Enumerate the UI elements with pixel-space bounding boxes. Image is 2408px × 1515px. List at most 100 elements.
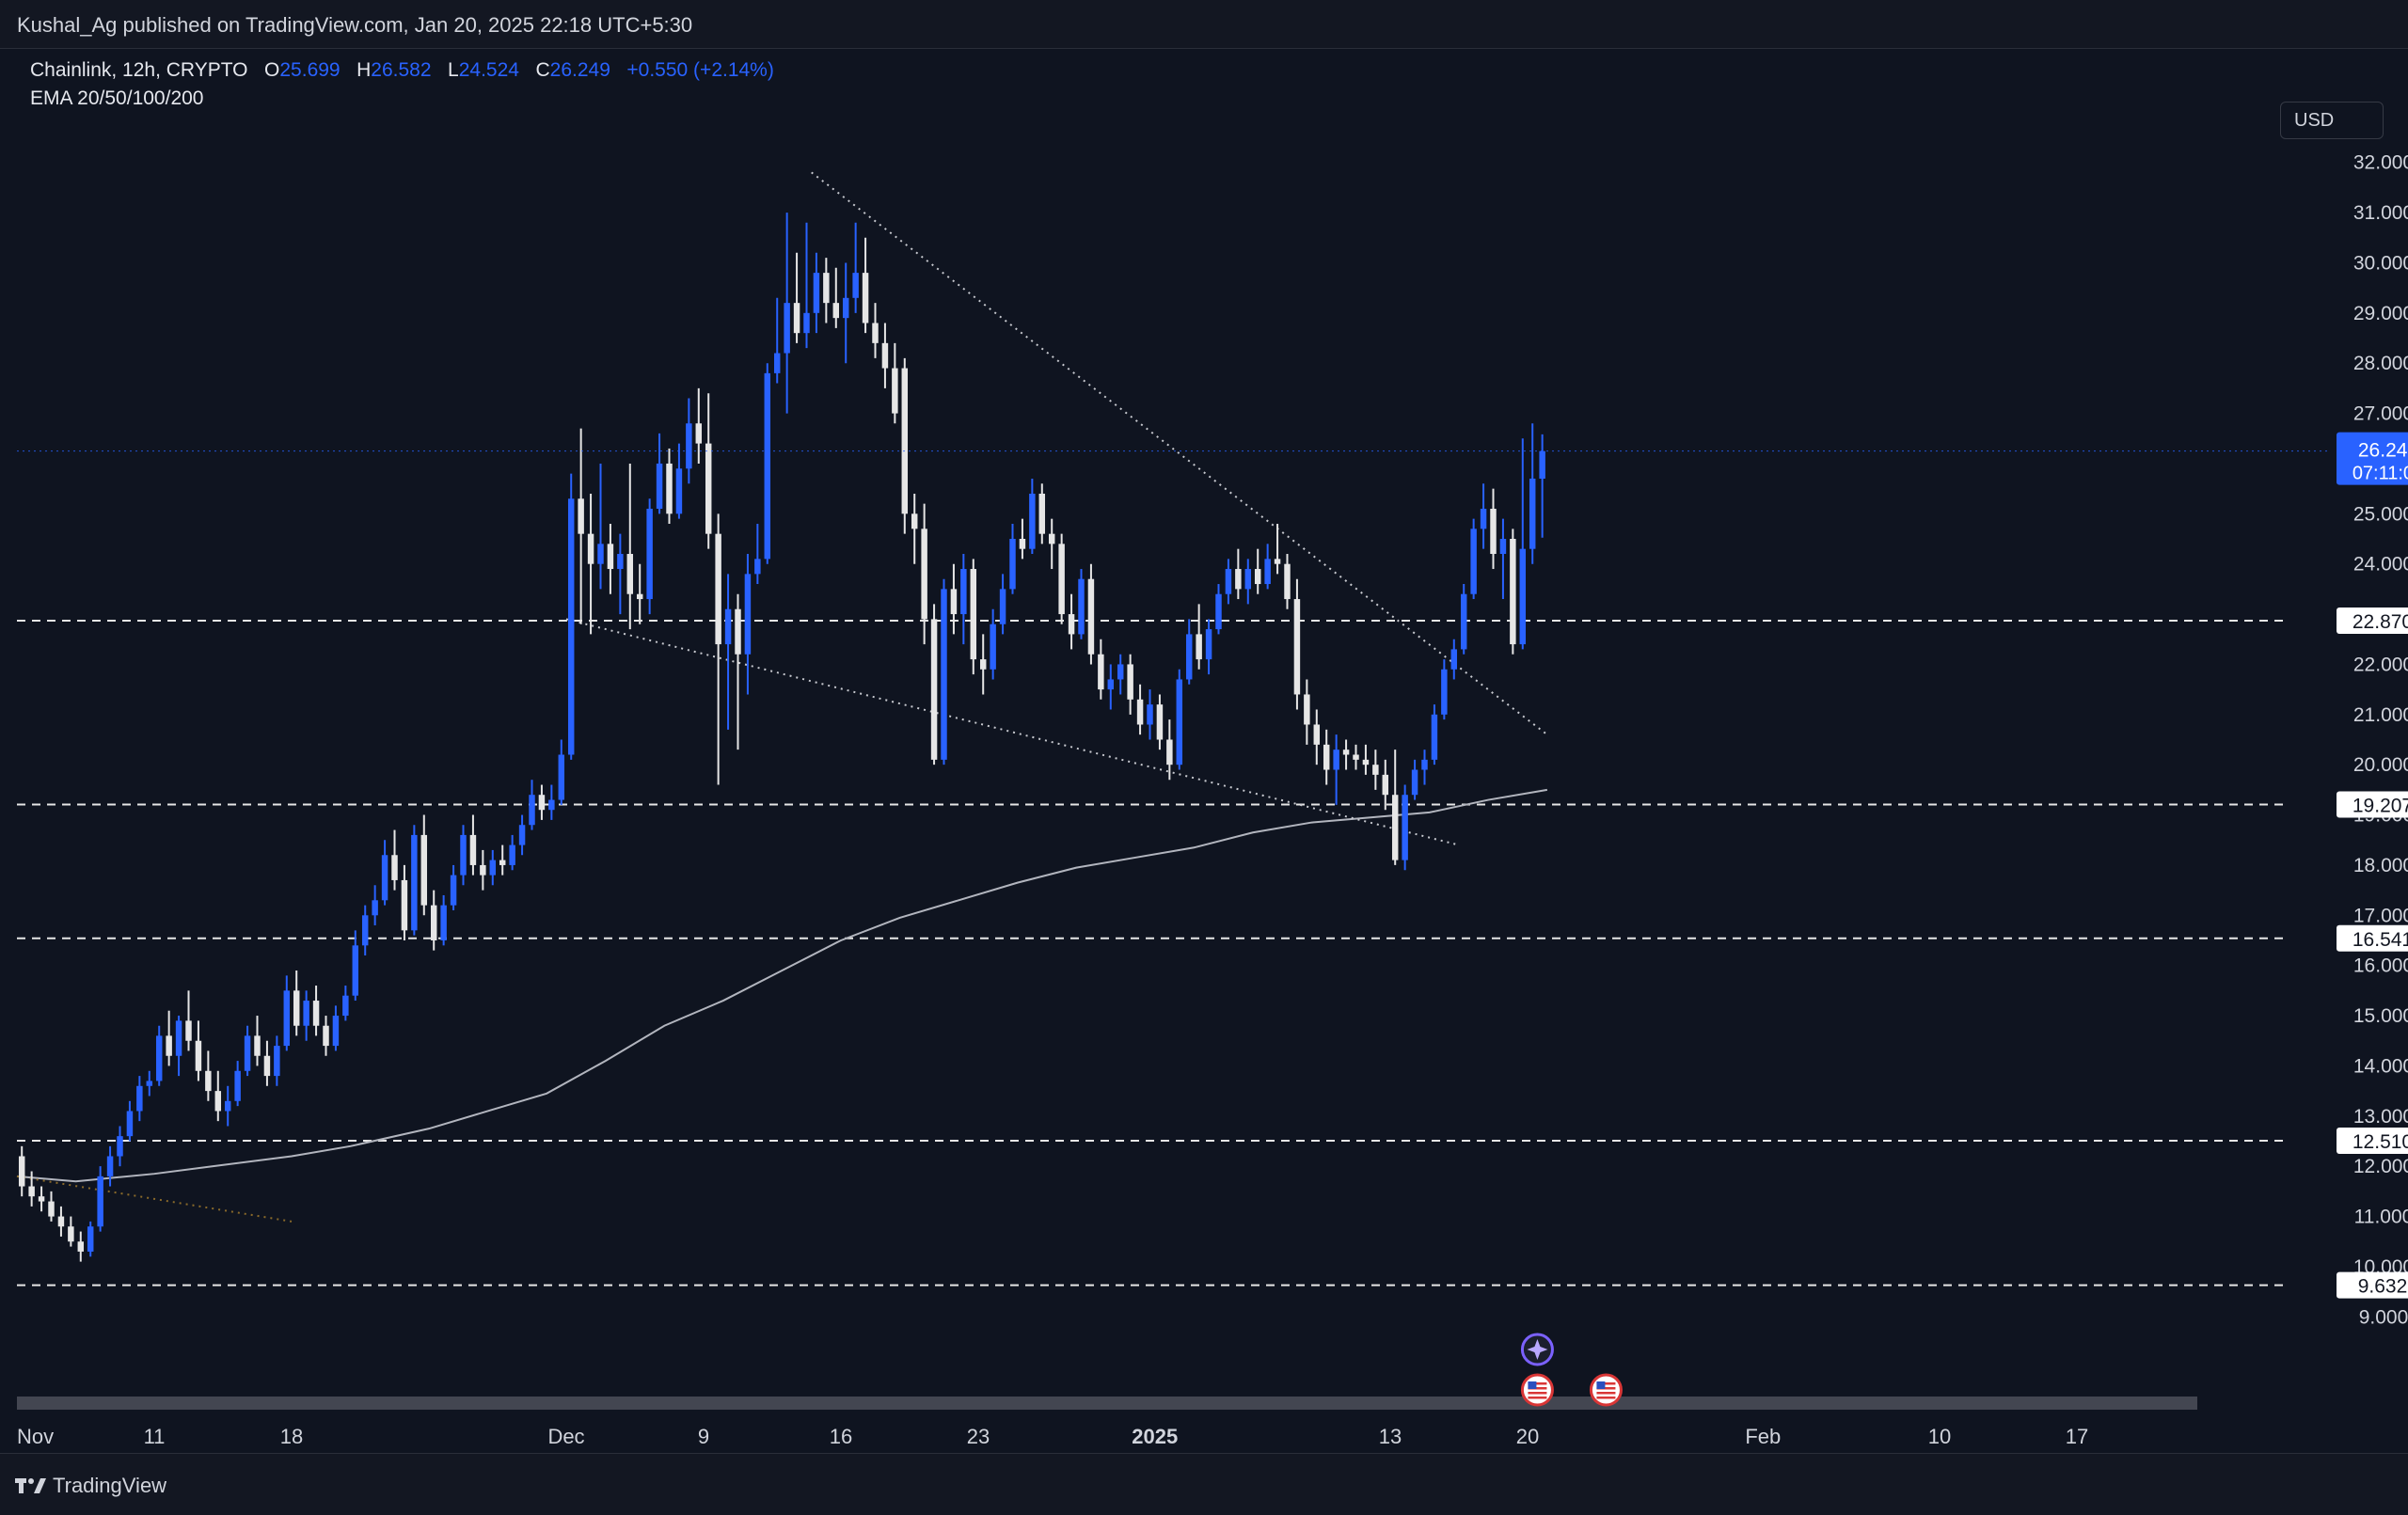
tradingview-logo[interactable]: TradingView [15, 1473, 166, 1499]
time-scrollbar[interactable] [17, 1397, 2197, 1410]
candle [578, 428, 584, 624]
price-tick-label: 16.000 [2353, 955, 2408, 977]
candle [303, 990, 309, 1041]
candle-body [1510, 539, 1516, 645]
candle-body [803, 312, 810, 334]
candle [881, 323, 889, 388]
candle [1284, 554, 1291, 609]
candle [911, 493, 918, 564]
candle-body [205, 1070, 212, 1092]
event-markers[interactable] [1520, 1333, 1623, 1407]
time-tick-label: 9 [698, 1425, 709, 1448]
candle [617, 533, 624, 615]
candle [735, 593, 741, 750]
candle [1264, 544, 1271, 590]
candle-body [538, 795, 546, 811]
candle-body [862, 273, 869, 324]
candle-body [1068, 614, 1075, 635]
candle-body [1225, 569, 1232, 594]
candle-body [155, 1035, 163, 1081]
candle-body [440, 905, 447, 940]
candle [1304, 679, 1310, 745]
candle-body [1362, 759, 1370, 765]
candle-body [773, 353, 781, 373]
candle-body [636, 593, 643, 600]
chart-pane[interactable]: 9.000 10.000 11.000 12.000 13.000 14.000 15.00… [0, 49, 2408, 1453]
candle [254, 1016, 261, 1066]
currency-selector[interactable]: USD [2280, 102, 2384, 139]
candle [518, 814, 526, 856]
candle-body [1402, 795, 1408, 860]
candle-body [185, 1020, 192, 1041]
candle [715, 513, 721, 785]
event-star-icon[interactable] [1520, 1333, 1554, 1366]
candle [263, 1040, 271, 1086]
price-tick-label: 18.000 [2353, 855, 2408, 876]
indicator-row[interactable]: EMA 20/50/100/200 [30, 85, 774, 113]
candle-body [567, 498, 575, 755]
price-tick-label: 31.000 [2353, 202, 2408, 224]
candle-body [117, 1136, 123, 1157]
candle-body [214, 1091, 222, 1112]
candle [1029, 478, 1036, 555]
trendlines [16, 171, 1548, 1223]
candle-body [832, 303, 840, 319]
candle-body [1490, 508, 1497, 555]
candle [813, 252, 820, 334]
candle [803, 222, 810, 349]
us-flag-event-icon[interactable] [1520, 1373, 1554, 1407]
candle-body [1499, 539, 1507, 555]
change-value: +0.550 (+2.14%) [626, 59, 774, 81]
candle-body [1450, 649, 1458, 670]
candle-body [686, 423, 692, 469]
open-value: 25.699 [279, 59, 341, 81]
candle [126, 1100, 134, 1142]
time-axis[interactable]: Nov 11 18 Dec 9 16 23 2025 13 20 Feb 10 17 [17, 1397, 2197, 1448]
candle-body [1019, 539, 1026, 549]
candle-body [1441, 669, 1448, 715]
ema-200-line [16, 788, 1548, 1183]
level-badge-label: 9.632 [2358, 1276, 2408, 1298]
candle [587, 493, 594, 635]
candle [117, 1126, 123, 1167]
candle-body [784, 303, 790, 354]
candle [1244, 559, 1252, 605]
us-flag-event-icon[interactable] [1589, 1373, 1623, 1407]
candle-body [911, 513, 918, 529]
candle [921, 503, 927, 645]
candle [686, 398, 692, 484]
candle-body [352, 945, 359, 996]
last-price-label: 26.249 [2358, 440, 2408, 462]
candle [185, 990, 192, 1051]
candle [1166, 719, 1173, 781]
candle-body [656, 463, 663, 509]
price-chart[interactable]: 9.00010.00011.00012.00013.00014.00015.00… [0, 49, 2408, 1453]
early-trendline[interactable] [16, 1175, 293, 1223]
price-axis[interactable]: 9.00010.00011.00012.00013.00014.00015.00… [2337, 152, 2408, 1329]
candle-body [1009, 539, 1016, 590]
indicator-label[interactable]: EMA 20/50/100/200 [30, 87, 204, 109]
candle [411, 825, 418, 936]
candle [1019, 518, 1026, 560]
candle [166, 1010, 172, 1066]
candle [538, 784, 546, 820]
candle [901, 357, 909, 534]
candle [323, 1016, 329, 1056]
lower-descending-trendline[interactable] [565, 618, 1460, 846]
candle-body [77, 1241, 85, 1252]
candle-body [735, 608, 741, 655]
candle-body [607, 544, 614, 570]
upper-descending-trendline[interactable] [811, 171, 1548, 735]
candle-body [970, 569, 977, 660]
candle [1342, 739, 1350, 770]
candle [283, 975, 291, 1051]
candle-body [1029, 493, 1036, 549]
candle [381, 840, 388, 906]
candle-body [1391, 795, 1399, 860]
candle-body [126, 1111, 134, 1137]
candle [754, 523, 761, 585]
symbol-label: Chainlink, 12h, CRYPTO [30, 59, 248, 81]
candle [18, 1145, 25, 1197]
candle [38, 1186, 45, 1212]
candle-body [705, 443, 712, 534]
